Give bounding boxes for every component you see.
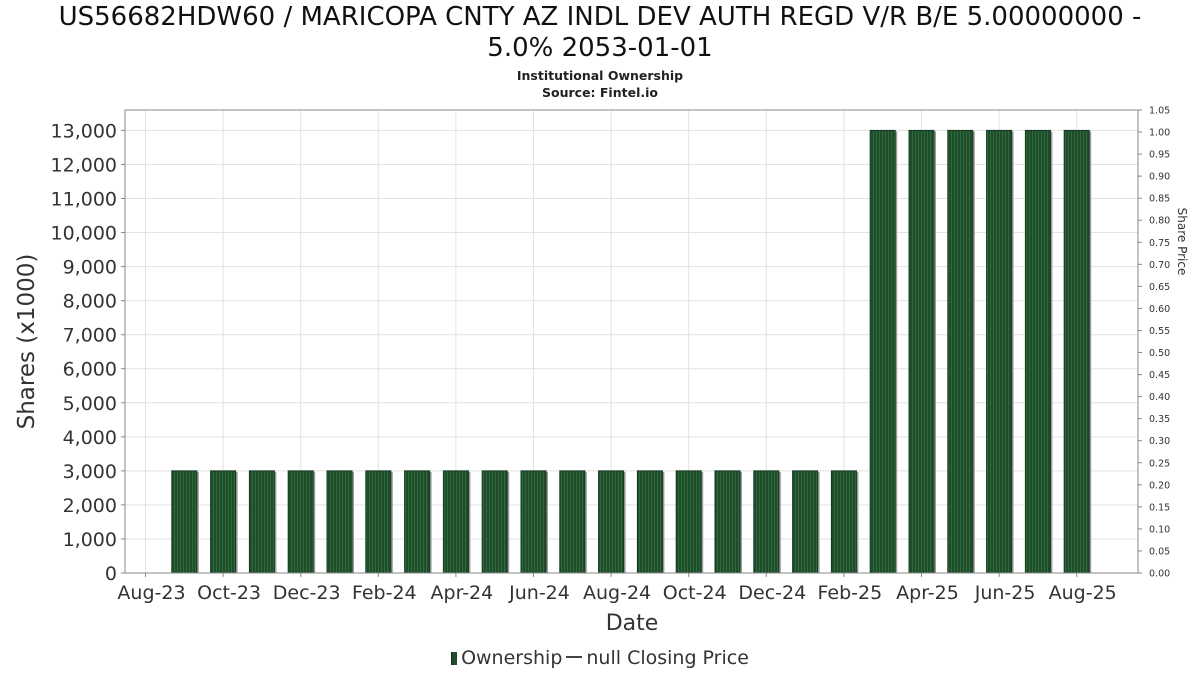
y-tick-label: 8,000 (63, 291, 117, 313)
y2-tick-label: 0.95 (1149, 150, 1170, 161)
plot-background (125, 110, 1138, 573)
chart-legend: Ownership null Closing Price (0, 647, 1200, 669)
ownership-bar (1063, 129, 1090, 574)
y-tick-label: 12,000 (51, 154, 117, 176)
y-tick-label: 0 (105, 563, 117, 585)
y2-tick-label: 0.80 (1149, 216, 1170, 227)
ownership-bar (404, 470, 431, 574)
y-tick-label: 11,000 (51, 189, 117, 211)
y-tick-label: 1,000 (63, 529, 117, 551)
x-tick-label: Dec-24 (738, 582, 806, 604)
y2-tick-label: 0.35 (1149, 414, 1170, 425)
y-tick-label: 10,000 (51, 223, 117, 245)
y-tick-label: 13,000 (51, 120, 117, 142)
y2-tick-label: 0.85 (1149, 194, 1170, 205)
y-tick-label: 7,000 (63, 325, 117, 347)
x-axis-label: Date (606, 611, 659, 636)
x-tick-label: Apr-25 (896, 582, 959, 604)
x-tick-label: Feb-25 (818, 582, 883, 604)
ownership-bar (559, 470, 586, 574)
ownership-bar (365, 470, 392, 574)
y2-tick-label: 0.05 (1149, 546, 1170, 557)
y-tick-label: 3,000 (63, 461, 117, 483)
chart-subtitle-source: Source: Fintel.io (542, 85, 658, 100)
y2-tick-label: 0.75 (1149, 238, 1170, 249)
y2-axis-label: Share Price (1175, 208, 1189, 276)
ownership-legend-swatch (451, 652, 458, 665)
y2-tick-label: 0.40 (1149, 392, 1170, 403)
y2-tick-label: 0.15 (1149, 502, 1170, 513)
x-tick-label: Aug-23 (117, 582, 185, 604)
ownership-bar (792, 470, 819, 574)
chart-title-line2: 5.0% 2053-01-01 (487, 33, 713, 63)
ownership-bar (869, 129, 896, 574)
ownership-bar (675, 470, 702, 574)
ownership-bar (1024, 129, 1051, 574)
y2-tick-label: 0.00 (1149, 569, 1170, 580)
y2-tick-label: 0.60 (1149, 304, 1170, 315)
y-tick-label: 9,000 (63, 257, 117, 279)
ownership-bar (171, 470, 198, 574)
ownership-bar (986, 129, 1013, 574)
y2-tick-label: 0.20 (1149, 480, 1170, 491)
ownership-bar (714, 470, 741, 574)
x-tick-label: Aug-24 (583, 582, 651, 604)
y2-tick-label: 0.30 (1149, 436, 1170, 447)
ownership-bar (520, 470, 547, 574)
chart-title-line1: US56682HDW60 / MARICOPA CNTY AZ INDL DEV… (58, 2, 1142, 32)
ownership-bar (326, 470, 353, 574)
y2-tick-label: 0.10 (1149, 524, 1170, 535)
legend-label-ownership: Ownership (461, 647, 563, 669)
y-tick-label: 4,000 (63, 427, 117, 449)
ownership-bar (947, 129, 974, 574)
ownership-bar (210, 470, 237, 574)
y-axis-label: Shares (x1000) (14, 254, 40, 430)
ownership-bar (636, 470, 663, 574)
x-tick-label: Jun-24 (508, 582, 570, 604)
x-tick-label: Oct-24 (663, 582, 727, 604)
y2-tick-label: 0.25 (1149, 458, 1170, 469)
ownership-bar (908, 129, 935, 574)
chart-subtitle-ownership: Institutional Ownership (516, 68, 684, 83)
legend-label-closing-price: null Closing Price (586, 647, 749, 669)
ownership-bar (598, 470, 625, 574)
x-tick-label: Feb-24 (352, 582, 417, 604)
y2-tick-label: 1.00 (1149, 128, 1170, 139)
x-tick-label: Apr-24 (431, 582, 494, 604)
y2-tick-label: 0.90 (1149, 172, 1170, 183)
chart-title: US56682HDW60 / MARICOPA CNTY AZ INDL DEV… (0, 2, 1200, 64)
ownership-bar (830, 470, 857, 574)
x-tick-label: Dec-23 (273, 582, 341, 604)
y-tick-label: 2,000 (63, 495, 117, 517)
y2-tick-label: 0.65 (1149, 282, 1170, 293)
closing-price-legend-line (566, 656, 583, 658)
x-tick-label: Oct-23 (197, 582, 261, 604)
y2-tick-label: 1.05 (1149, 106, 1170, 117)
y-tick-label: 5,000 (63, 393, 117, 415)
ownership-bar (248, 470, 275, 574)
y2-tick-label: 0.70 (1149, 260, 1170, 271)
y-tick-label: 6,000 (63, 359, 117, 381)
x-tick-label: Aug-25 (1049, 582, 1117, 604)
ownership-bar (287, 470, 314, 574)
plot-area: 0 1,000 2,000 3,000 4,000 5,000 6,000 7,000 8,00… (14, 106, 1189, 637)
x-tick-label: Jun-25 (974, 582, 1036, 604)
ownership-bar (753, 470, 780, 574)
y2-tick-label: 0.45 (1149, 370, 1170, 381)
y2-tick-label: 0.55 (1149, 326, 1170, 337)
ownership-bar (442, 470, 469, 574)
y2-tick-label: 0.50 (1149, 348, 1170, 359)
ownership-bar (481, 470, 508, 574)
plot-border (124, 109, 1139, 574)
